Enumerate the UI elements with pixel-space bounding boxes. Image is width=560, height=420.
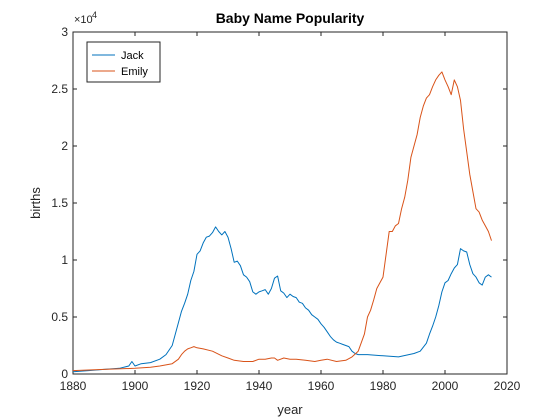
y-axis-label: births bbox=[28, 187, 43, 219]
series-lines bbox=[72, 71, 492, 373]
x-tick-label: 1960 bbox=[308, 379, 335, 393]
y-exponent-label: ×10 4 bbox=[74, 10, 97, 26]
x-tick-label: 1940 bbox=[246, 379, 273, 393]
x-tick-label: 2020 bbox=[494, 379, 521, 393]
legend-label-jack: Jack bbox=[121, 50, 144, 62]
plot-area bbox=[72, 31, 508, 375]
y-tick-label: 3 bbox=[61, 25, 68, 39]
chart-title: Baby Name Popularity bbox=[216, 10, 365, 26]
exponent-power: 4 bbox=[92, 10, 97, 20]
x-tick-label: 1880 bbox=[60, 379, 87, 393]
y-tick-label: 2 bbox=[61, 139, 68, 153]
series-line-jack bbox=[72, 226, 492, 373]
legend-label-emily: Emily bbox=[121, 66, 148, 78]
y-tick-label: 1.5 bbox=[51, 196, 68, 210]
x-axis-ticks: 1880 1900 1920 1940 1960 1980 2000 2020 bbox=[60, 32, 521, 393]
x-tick-label: 1900 bbox=[122, 379, 149, 393]
y-tick-label: 0 bbox=[61, 367, 68, 381]
series-line-emily bbox=[72, 71, 492, 372]
exponent-base: ×10 bbox=[74, 14, 93, 26]
x-tick-label: 1920 bbox=[184, 379, 211, 393]
y-tick-label: 0.5 bbox=[51, 310, 68, 324]
legend-box bbox=[86, 41, 161, 83]
x-axis-label: year bbox=[277, 402, 303, 417]
legend: Jack Emily bbox=[86, 41, 161, 83]
x-tick-label: 1980 bbox=[370, 379, 397, 393]
y-axis-ticks: 0 0.5 1 1.5 2 2.5 3 bbox=[51, 25, 507, 381]
x-tick-label: 2000 bbox=[432, 379, 459, 393]
y-tick-label: 2.5 bbox=[51, 82, 68, 96]
y-tick-label: 1 bbox=[61, 253, 68, 267]
